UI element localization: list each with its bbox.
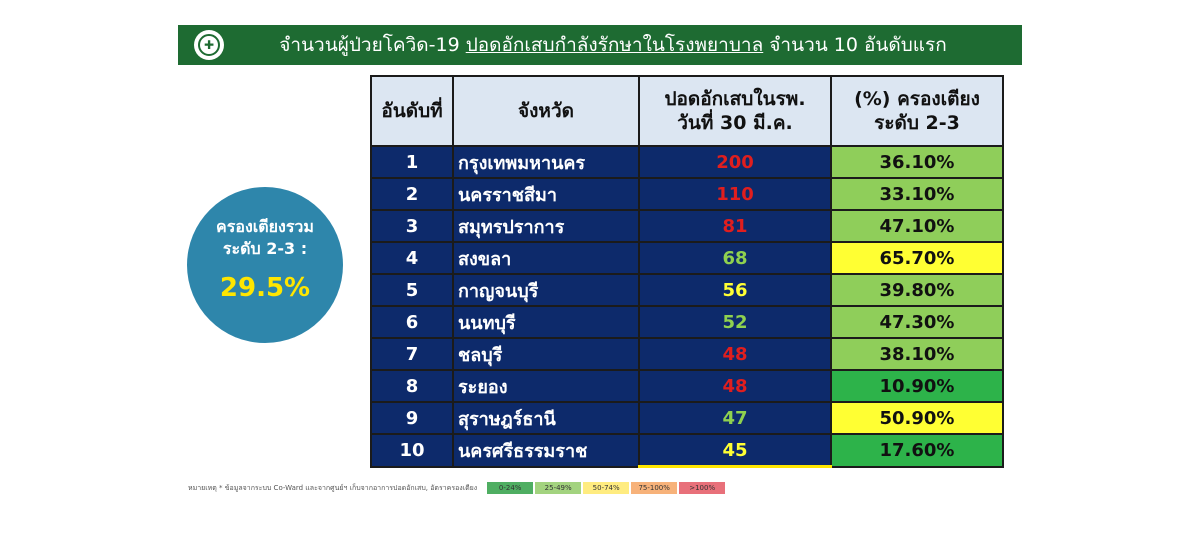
legend-swatch: 75-100%: [631, 482, 678, 494]
value-cell: 110: [638, 177, 832, 211]
province-cell: กาญจนบุรี: [452, 273, 640, 307]
title-underlined: ปอดอักเสบกำลังรักษาในโรงพยาบาล: [465, 34, 764, 56]
col-header-value: ปอดอักเสบในรพ. วันที่ 30 มี.ค.: [638, 75, 832, 147]
summary-value: 29.5%: [219, 273, 311, 303]
title-prefix: จำนวนผู้ป่วยโควิด-19: [279, 34, 466, 56]
province-cell: กรุงเทพมหานคร: [452, 145, 640, 179]
table-row: 3 สมุทรปราการ 81 47.10%: [370, 209, 1004, 243]
ranking-table: อันดับที่ จังหวัด ปอดอักเสบในรพ. วันที่ …: [370, 75, 1004, 468]
rank-cell: 2: [370, 177, 454, 211]
legend-swatch: 25-49%: [535, 482, 582, 494]
province-cell: ระยอง: [452, 369, 640, 403]
value-cell: 81: [638, 209, 832, 243]
pct-cell: 50.90%: [830, 401, 1004, 435]
province-cell: นครศรีธรรมราช: [452, 433, 640, 468]
pct-cell: 36.10%: [830, 145, 1004, 179]
value-cell: 47: [638, 401, 832, 435]
pct-cell: 47.10%: [830, 209, 1004, 243]
pct-cell: 39.80%: [830, 273, 1004, 307]
table-row: 10 นครศรีธรรมราช 45 17.60%: [370, 433, 1004, 468]
logo-emblem-icon: ✚: [198, 34, 220, 56]
value-cell: 48: [638, 369, 832, 403]
col-header-pct: (%) ครองเตียง ระดับ 2-3: [830, 75, 1004, 147]
table-body: 1 กรุงเทพมหานคร 200 36.10% 2 นครราชสีมา 110 33.…: [370, 145, 1004, 468]
table-header-row: อันดับที่ จังหวัด ปอดอักเสบในรพ. วันที่ …: [370, 75, 1004, 147]
rank-cell: 9: [370, 401, 454, 435]
col-header-rank: อันดับที่: [370, 75, 454, 147]
col-header-pct-line2: ระดับ 2-3: [874, 112, 960, 134]
value-cell: 48: [638, 337, 832, 371]
col-header-pct-line1: (%) ครองเตียง: [854, 88, 980, 110]
table-row: 6 นนทบุรี 52 47.30%: [370, 305, 1004, 339]
pct-cell: 47.30%: [830, 305, 1004, 339]
ministry-logo-icon: ✚: [194, 30, 224, 60]
province-cell: นนทบุรี: [452, 305, 640, 339]
legend-swatch: 0-24%: [487, 482, 534, 494]
pct-cell: 38.10%: [830, 337, 1004, 371]
province-cell: ชลบุรี: [452, 337, 640, 371]
rank-cell: 1: [370, 145, 454, 179]
value-cell: 200: [638, 145, 832, 179]
rank-cell: 8: [370, 369, 454, 403]
color-legend: 0-24% 25-49% 50-74% 75-100% >100%: [487, 482, 727, 494]
value-cell: 52: [638, 305, 832, 339]
table-row: 4 สงขลา 68 65.70%: [370, 241, 1004, 275]
page-title: จำนวนผู้ป่วยโควิด-19 ปอดอักเสบกำลังรักษา…: [224, 30, 1022, 60]
pct-cell: 65.70%: [830, 241, 1004, 275]
summary-line1: ครองเตียงรวม: [216, 217, 314, 236]
header-banner: ✚ จำนวนผู้ป่วยโควิด-19 ปอดอักเสบกำลังรัก…: [178, 25, 1022, 65]
province-cell: สุราษฎร์ธานี: [452, 401, 640, 435]
col-header-value-line2: วันที่ 30 มี.ค.: [677, 112, 793, 134]
province-cell: สมุทรปราการ: [452, 209, 640, 243]
rank-cell: 5: [370, 273, 454, 307]
table-row: 7 ชลบุรี 48 38.10%: [370, 337, 1004, 371]
value-cell: 45: [638, 433, 832, 468]
title-suffix: จำนวน 10 อันดับแรก: [763, 34, 947, 56]
table-row: 8 ระยอง 48 10.90%: [370, 369, 1004, 403]
col-header-value-line1: ปอดอักเสบในรพ.: [664, 88, 806, 110]
col-header-province: จังหวัด: [452, 75, 640, 147]
rank-cell: 3: [370, 209, 454, 243]
pct-cell: 33.10%: [830, 177, 1004, 211]
legend-swatch: >100%: [679, 482, 726, 494]
value-cell: 68: [638, 241, 832, 275]
pct-cell: 10.90%: [830, 369, 1004, 403]
table-row: 2 นครราชสีมา 110 33.10%: [370, 177, 1004, 211]
table-row: 9 สุราษฎร์ธานี 47 50.90%: [370, 401, 1004, 435]
pct-cell: 17.60%: [830, 433, 1004, 468]
rank-cell: 7: [370, 337, 454, 371]
summary-line2: ระดับ 2-3 :: [222, 239, 308, 258]
footer-note: หมายเหตุ * ข้อมูลจากระบบ Co-Ward และจากศ…: [188, 483, 478, 492]
summary-circle: ครองเตียงรวม ระดับ 2-3 : 29.5%: [187, 187, 343, 343]
province-cell: นครราชสีมา: [452, 177, 640, 211]
rank-cell: 6: [370, 305, 454, 339]
province-cell: สงขลา: [452, 241, 640, 275]
rank-cell: 10: [370, 433, 454, 468]
value-cell: 56: [638, 273, 832, 307]
rank-cell: 4: [370, 241, 454, 275]
legend-swatch: 50-74%: [583, 482, 630, 494]
table-row: 5 กาญจนบุรี 56 39.80%: [370, 273, 1004, 307]
footer: หมายเหตุ * ข้อมูลจากระบบ Co-Ward และจากศ…: [188, 481, 727, 495]
table-row: 1 กรุงเทพมหานคร 200 36.10%: [370, 145, 1004, 179]
